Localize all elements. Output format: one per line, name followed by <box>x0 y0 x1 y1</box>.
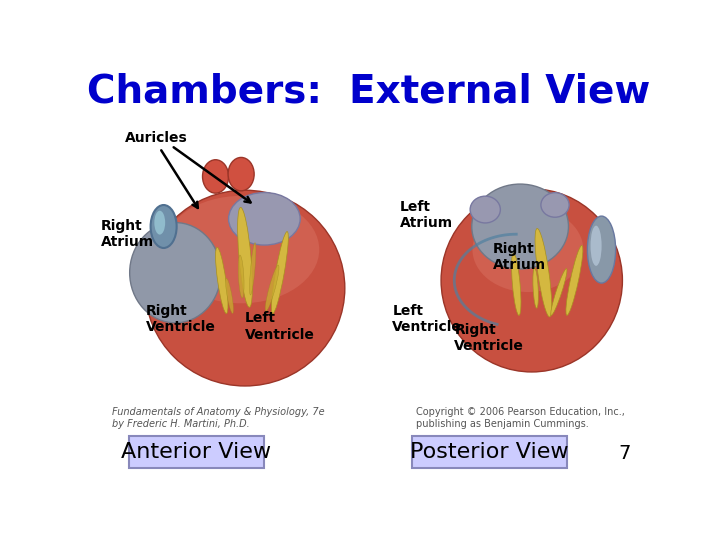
Text: Left
Atrium: Left Atrium <box>400 200 453 230</box>
Ellipse shape <box>511 253 521 315</box>
Text: 7: 7 <box>618 444 631 463</box>
Ellipse shape <box>472 184 569 269</box>
Text: Left
Ventricle: Left Ventricle <box>392 304 462 334</box>
Text: Left
Ventricle: Left Ventricle <box>245 312 315 342</box>
Ellipse shape <box>163 196 319 303</box>
Ellipse shape <box>472 207 583 292</box>
Ellipse shape <box>202 160 228 193</box>
Ellipse shape <box>590 226 602 266</box>
Text: Copyright © 2006 Pearson Education, Inc.,
publishing as Benjamin Cummings.: Copyright © 2006 Pearson Education, Inc.… <box>415 408 624 429</box>
Text: Right
Atrium: Right Atrium <box>101 219 154 249</box>
Ellipse shape <box>228 158 254 191</box>
Ellipse shape <box>215 247 228 314</box>
Text: Fundamentals of Anatomy & Physiology, 7e
by Frederic H. Martini, Ph.D.: Fundamentals of Anatomy & Physiology, 7e… <box>112 408 324 429</box>
Ellipse shape <box>541 193 569 217</box>
Ellipse shape <box>145 190 345 386</box>
FancyBboxPatch shape <box>412 436 567 468</box>
Text: Right
Ventricle: Right Ventricle <box>454 323 524 353</box>
FancyBboxPatch shape <box>129 436 264 468</box>
Text: Right
Ventricle: Right Ventricle <box>145 304 216 334</box>
Ellipse shape <box>250 242 256 295</box>
Ellipse shape <box>150 205 176 248</box>
Ellipse shape <box>551 268 567 315</box>
Ellipse shape <box>470 196 500 223</box>
Text: Posterior View: Posterior View <box>410 442 568 462</box>
Text: Auricles: Auricles <box>125 131 188 145</box>
Ellipse shape <box>238 255 244 298</box>
Ellipse shape <box>588 216 616 283</box>
Text: Right
Atrium: Right Atrium <box>493 242 546 272</box>
Ellipse shape <box>535 228 552 317</box>
Ellipse shape <box>271 232 288 314</box>
Ellipse shape <box>265 265 279 311</box>
Ellipse shape <box>238 207 253 307</box>
Ellipse shape <box>225 278 233 313</box>
Ellipse shape <box>566 246 582 315</box>
Ellipse shape <box>228 193 300 245</box>
Text: Anterior View: Anterior View <box>121 442 271 462</box>
Text: Chambers:  External View: Chambers: External View <box>87 73 651 111</box>
Ellipse shape <box>441 189 622 372</box>
Ellipse shape <box>154 211 165 234</box>
Ellipse shape <box>533 268 539 308</box>
Ellipse shape <box>130 222 221 323</box>
